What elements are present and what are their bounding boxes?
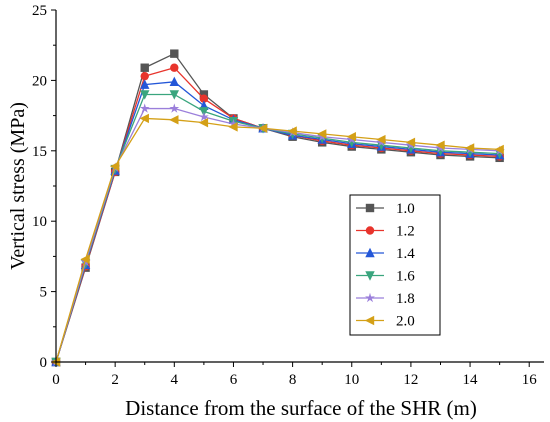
legend-item: 1.0 — [356, 201, 415, 217]
data-point — [346, 132, 356, 142]
legend-box — [349, 194, 441, 336]
series-line — [55, 52, 500, 363]
data-point — [199, 90, 209, 99]
x-tick-label: 14 — [463, 372, 479, 388]
y-axis-title: Vertical stress (MPa) — [7, 102, 29, 270]
data-point — [376, 134, 386, 145]
data-point — [435, 146, 446, 156]
x-tick-label: 16 — [522, 372, 538, 388]
data-point — [406, 143, 416, 154]
axes: 0 2 4 6 8 10 12 14 16 0 5 10 15 20 25 — [32, 3, 544, 388]
y-tick-label: 5 — [40, 285, 48, 301]
axis-frame — [55, 10, 544, 363]
data-point — [170, 63, 179, 72]
y-tick-label: 0 — [40, 355, 48, 371]
data-point — [80, 254, 90, 264]
legend-item: 1.8 — [356, 291, 415, 307]
legend-marker — [365, 271, 375, 281]
data-point — [140, 79, 150, 89]
legend-marker — [365, 203, 375, 213]
data-point — [140, 71, 149, 81]
x-tick-label: 4 — [171, 372, 179, 388]
data-point — [198, 111, 209, 122]
series-2.0 — [50, 113, 504, 367]
legend-marker — [364, 315, 375, 326]
plot-marks — [50, 49, 505, 368]
series-line — [55, 117, 500, 363]
data-point — [257, 123, 268, 133]
legend-marker — [365, 226, 375, 235]
legend-label: 2.0 — [396, 314, 415, 330]
data-point — [140, 90, 150, 100]
data-point — [140, 63, 149, 72]
legend-label: 1.6 — [396, 269, 415, 285]
y-tick-label: 10 — [32, 214, 47, 230]
legend: 1.0 1.2 1.4 1.6 1.8 2.0 — [349, 194, 441, 336]
data-point — [316, 129, 327, 139]
data-point — [169, 103, 180, 113]
legend-marker — [365, 292, 375, 303]
legend-item: 1.2 — [356, 224, 415, 240]
series-line — [55, 81, 500, 363]
x-tick-label: 6 — [230, 372, 238, 388]
data-point — [287, 126, 297, 136]
legend-label: 1.2 — [396, 224, 415, 240]
legend-label: 1.8 — [396, 291, 415, 307]
y-tick-label: 25 — [32, 3, 47, 19]
x-axis-title: Distance from the surface of the SHR (m) — [125, 396, 477, 420]
legend-item: 2.0 — [356, 314, 415, 330]
legend-label: 1.4 — [396, 246, 415, 262]
data-point — [139, 113, 149, 124]
data-point — [199, 94, 209, 103]
data-point — [169, 76, 180, 87]
data-point — [405, 137, 416, 148]
data-point — [109, 161, 120, 171]
legend-item: 1.4 — [356, 246, 415, 262]
data-point — [464, 143, 475, 153]
data-point — [435, 140, 445, 150]
data-point — [198, 117, 209, 128]
legend-marker — [365, 247, 375, 258]
x-tick-label: 12 — [403, 372, 418, 388]
data-point — [347, 138, 357, 148]
legend-item: 1.6 — [356, 269, 415, 285]
y-tick-label: 15 — [32, 144, 47, 160]
y-tick-label: 20 — [32, 73, 47, 89]
series-line — [55, 93, 500, 363]
legend-label: 1.0 — [396, 201, 415, 217]
data-point — [139, 103, 150, 113]
x-tick-label: 0 — [52, 372, 60, 388]
data-point — [228, 122, 238, 132]
x-tick-label: 10 — [344, 372, 359, 388]
data-point — [228, 118, 239, 129]
data-point — [494, 144, 504, 155]
x-tick-label: 8 — [289, 372, 297, 388]
x-tick-label: 2 — [111, 372, 119, 388]
data-point — [169, 115, 179, 125]
series-line — [55, 107, 500, 363]
data-point — [376, 140, 387, 151]
data-point — [169, 90, 180, 100]
data-point — [170, 49, 179, 58]
